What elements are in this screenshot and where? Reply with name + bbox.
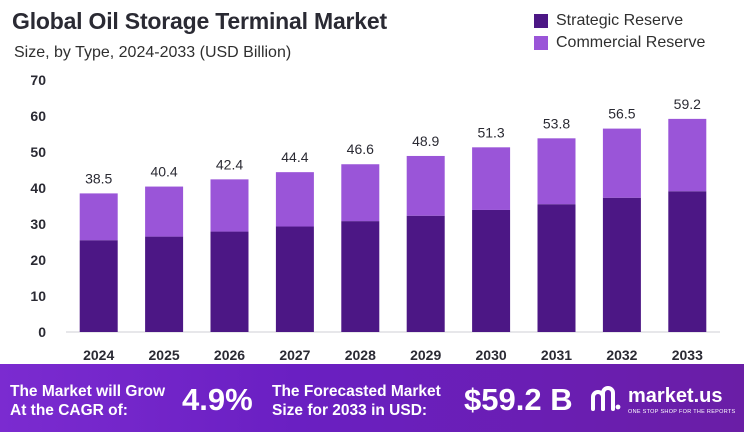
y-tick-label: 40	[30, 180, 46, 196]
bar-strategic-reserve	[145, 236, 184, 332]
bar-strategic-reserve	[341, 221, 380, 332]
bar-strategic-reserve	[472, 209, 511, 332]
legend-label-commercial: Commercial Reserve	[556, 34, 706, 51]
bar-commercial-reserve	[472, 147, 511, 210]
x-tick-label: 2030	[476, 347, 507, 363]
forecast-line-1: The Forecasted Market	[272, 383, 441, 400]
bar-total-label: 56.5	[608, 106, 635, 122]
bar-commercial-reserve	[145, 186, 184, 237]
bar-total-label: 59.2	[674, 96, 701, 112]
y-tick-label: 60	[30, 108, 46, 124]
x-tick-label: 2029	[410, 347, 441, 363]
footer-banner: The Market will Grow At the CAGR of: 4.9…	[0, 364, 744, 432]
bar-total-label: 48.9	[412, 133, 439, 149]
brand-name: market.us	[628, 385, 723, 407]
bar-commercial-reserve	[537, 138, 576, 205]
x-tick-label: 2027	[279, 347, 310, 363]
bar-commercial-reserve	[602, 128, 641, 198]
cagr-text: The Market will Grow At the CAGR of:	[10, 382, 165, 420]
x-tick-label: 2028	[345, 347, 376, 363]
bar-commercial-reserve	[668, 118, 707, 192]
legend-swatch-commercial	[534, 36, 548, 50]
forecast-text: The Forecasted Market Size for 2033 in U…	[272, 382, 441, 420]
brand-logo: market.us ONE STOP SHOP FOR THE REPORTS	[590, 383, 740, 419]
bar-strategic-reserve	[537, 204, 576, 332]
bar-chart: 01020304050607038.5202440.4202542.420264…	[30, 72, 720, 363]
bar-total-label: 40.4	[150, 164, 177, 180]
cagr-line-1: The Market will Grow	[10, 383, 166, 400]
chart-subtitle: Size, by Type, 2024-2033 (USD Billion)	[14, 44, 292, 61]
bar-commercial-reserve	[210, 179, 249, 232]
forecast-line-2: Size for 2033 in USD:	[272, 402, 428, 419]
bar-commercial-reserve	[406, 155, 445, 216]
y-tick-label: 30	[30, 216, 46, 232]
bar-strategic-reserve	[210, 231, 249, 332]
bar-strategic-reserve	[602, 197, 641, 332]
brand-tagline: ONE STOP SHOP FOR THE REPORTS	[628, 409, 736, 415]
x-tick-label: 2031	[541, 347, 572, 363]
bar-total-label: 51.3	[477, 124, 504, 140]
legend-label-strategic: Strategic Reserve	[556, 12, 684, 29]
x-tick-label: 2024	[83, 347, 114, 363]
x-tick-label: 2025	[149, 347, 180, 363]
y-tick-label: 50	[30, 144, 46, 160]
x-tick-label: 2033	[672, 347, 703, 363]
bar-total-label: 46.6	[347, 141, 374, 157]
forecast-value: $59.2 B	[464, 382, 573, 417]
legend-item-commercial: Commercial Reserve	[534, 32, 705, 54]
bar-total-label: 38.5	[85, 170, 112, 186]
cagr-line-2: At the CAGR of:	[10, 402, 128, 419]
legend-swatch-strategic	[534, 14, 548, 28]
bar-total-label: 42.4	[216, 156, 243, 172]
bar-strategic-reserve	[668, 191, 707, 332]
legend-item-strategic: Strategic Reserve	[534, 10, 705, 32]
chart-title: Global Oil Storage Terminal Market	[12, 8, 387, 34]
bar-total-label: 44.4	[281, 149, 308, 165]
cagr-value: 4.9%	[182, 382, 253, 417]
bar-strategic-reserve	[275, 226, 314, 332]
y-tick-label: 10	[30, 288, 46, 304]
y-tick-label: 0	[38, 324, 46, 340]
bar-strategic-reserve	[406, 215, 445, 332]
y-tick-label: 70	[30, 72, 46, 88]
market-us-logo-icon	[591, 386, 621, 411]
bar-strategic-reserve	[79, 240, 118, 332]
bar-commercial-reserve	[341, 164, 380, 222]
bar-total-label: 53.8	[543, 115, 570, 131]
bar-commercial-reserve	[275, 172, 314, 227]
x-tick-label: 2032	[606, 347, 637, 363]
y-tick-label: 20	[30, 252, 46, 268]
x-tick-label: 2026	[214, 347, 245, 363]
bar-commercial-reserve	[79, 193, 118, 241]
legend: Strategic Reserve Commercial Reserve	[534, 10, 705, 54]
